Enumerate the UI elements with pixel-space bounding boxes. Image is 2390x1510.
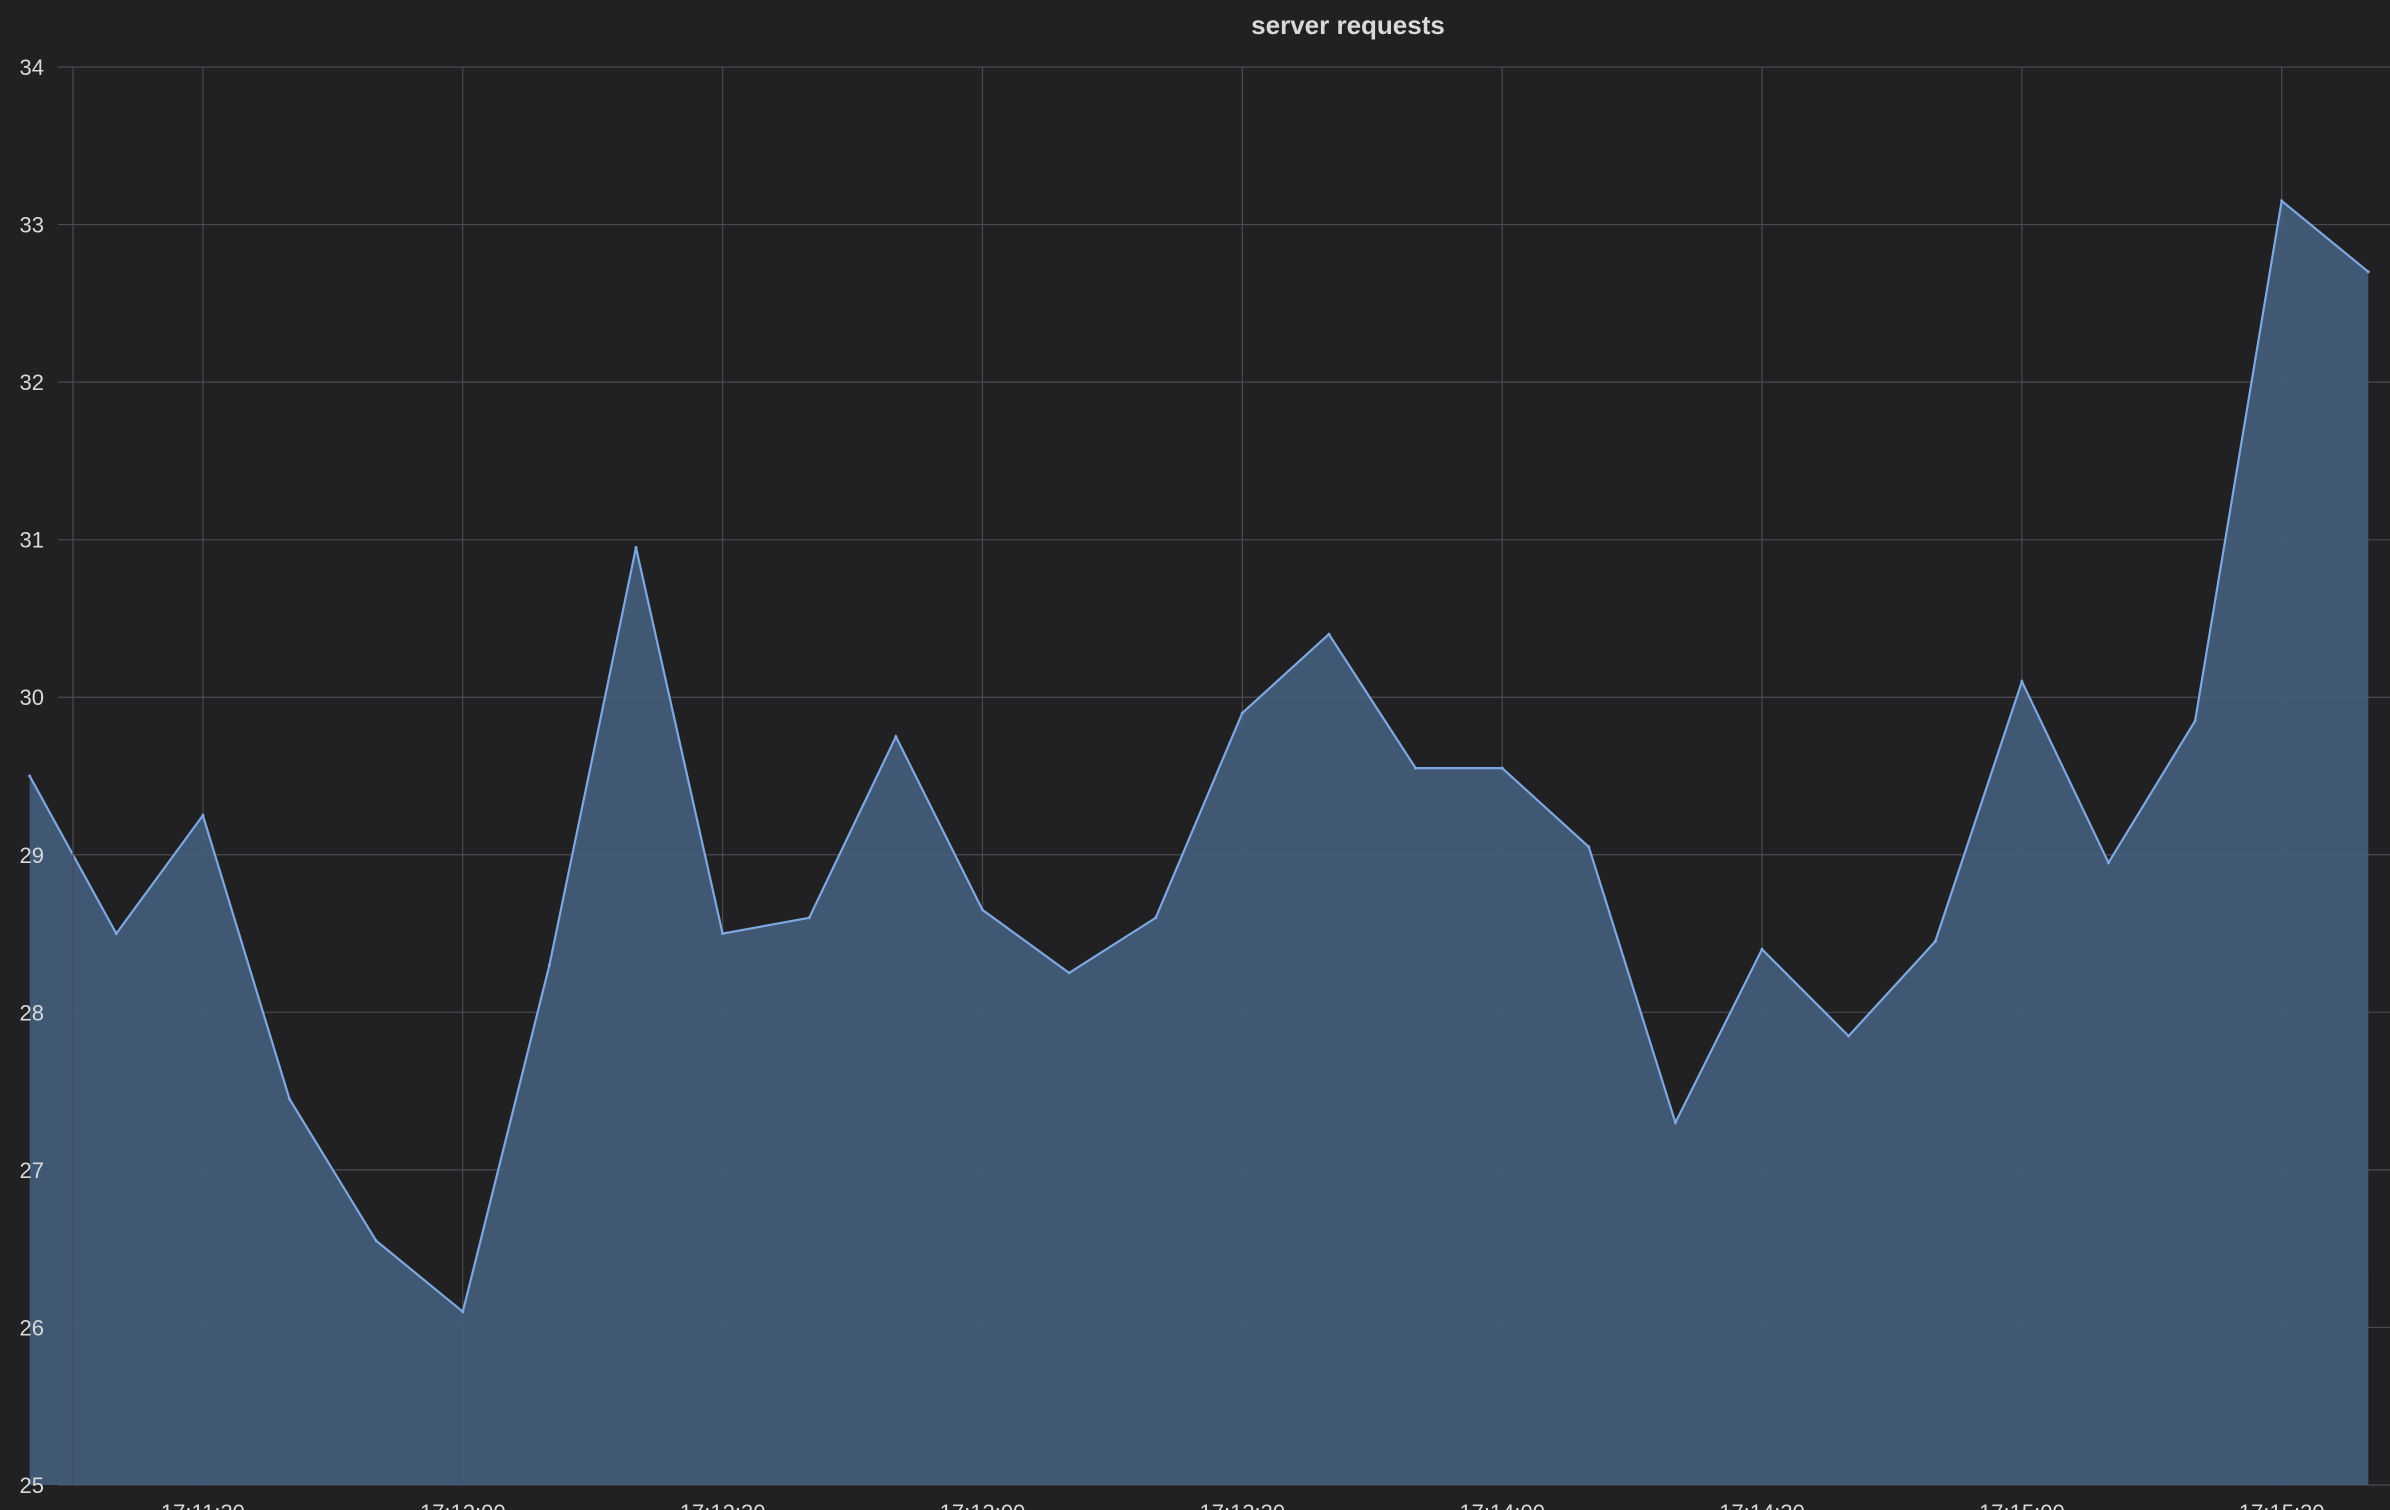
data-point xyxy=(981,908,984,912)
data-point xyxy=(1587,845,1591,849)
data-point xyxy=(721,932,725,936)
x-tick-label: 17:14:30 xyxy=(1719,1500,1805,1510)
data-point xyxy=(1500,766,1504,770)
data-point xyxy=(1933,939,1937,943)
axis-layer: 25 26 27 28 29 30 31 32 33 34 17:11:30 17:12:00 17:1… xyxy=(20,55,2325,1510)
data-point xyxy=(894,735,898,739)
x-tick-label: 17:12:30 xyxy=(680,1500,766,1510)
data-point xyxy=(2107,861,2110,865)
y-tick-label: 33 xyxy=(20,213,44,238)
data-point xyxy=(1327,632,1331,636)
x-tick-label: 17:11:30 xyxy=(161,1500,245,1510)
data-point xyxy=(1414,766,1418,770)
y-tick-label: 34 xyxy=(20,55,44,80)
y-tick-label: 26 xyxy=(20,1315,44,1340)
data-point xyxy=(1067,971,1071,975)
data-point xyxy=(461,1310,465,1314)
data-point xyxy=(634,546,638,549)
data-point xyxy=(2020,680,2024,683)
x-tick-label: 17:13:00 xyxy=(940,1500,1026,1510)
series-line xyxy=(28,198,2369,1314)
x-tick-label: 17:12:00 xyxy=(420,1500,506,1510)
area-layer xyxy=(28,198,2370,1485)
x-tick-label: 17:14:00 xyxy=(1459,1500,1545,1510)
data-point xyxy=(1154,916,1158,920)
data-point xyxy=(2280,199,2284,203)
data-point xyxy=(28,774,32,778)
y-tick-label: 30 xyxy=(20,685,44,710)
x-tick-label: 17:13:30 xyxy=(1200,1500,1286,1510)
y-tick-label: 27 xyxy=(20,1158,44,1183)
data-point xyxy=(547,963,551,967)
y-tick-label: 28 xyxy=(20,1000,44,1025)
data-point xyxy=(288,1097,291,1101)
x-tick-label: 17:15:00 xyxy=(1979,1500,2065,1510)
chart-title: server requests xyxy=(1251,10,1445,40)
y-tick-label: 29 xyxy=(20,843,44,868)
x-tick-label: 17:15:30 xyxy=(2239,1500,2325,1510)
data-point xyxy=(1760,947,1764,951)
data-point xyxy=(114,932,118,936)
data-point xyxy=(2193,719,2197,723)
data-point xyxy=(201,813,205,817)
y-tick-label: 25 xyxy=(20,1473,44,1498)
data-point xyxy=(2366,270,2370,274)
y-tick-label: 31 xyxy=(20,528,44,553)
data-point xyxy=(1673,1121,1677,1125)
data-point xyxy=(374,1239,378,1243)
data-point xyxy=(1847,1034,1851,1038)
data-point xyxy=(1240,711,1244,715)
series-area-fill xyxy=(29,200,2369,1485)
y-tick-label: 32 xyxy=(20,370,44,395)
data-point xyxy=(807,916,811,920)
